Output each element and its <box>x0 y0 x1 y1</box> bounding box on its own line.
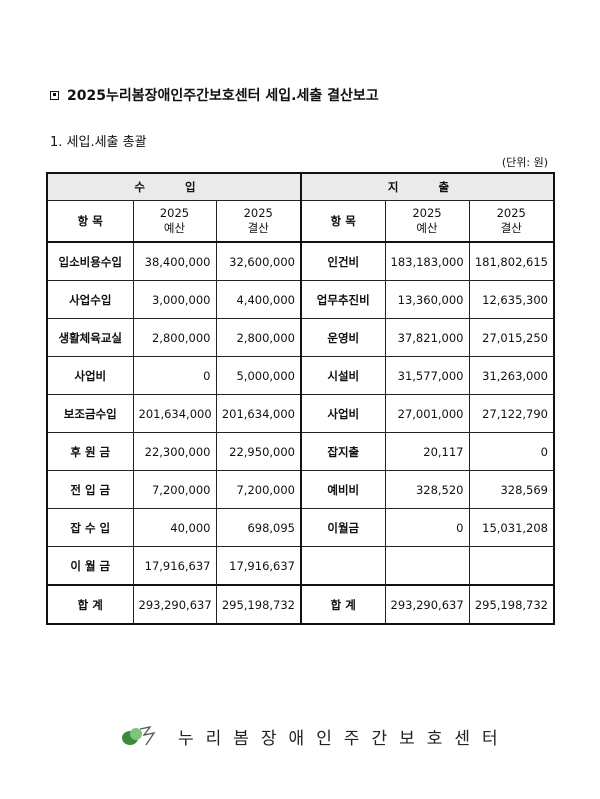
leaf-bird-logo-icon <box>122 726 156 746</box>
table-row: 보조금수입 201,634,000 201,634,000 사업비 27,001,000… <box>46 394 555 433</box>
income-budget: 38,400,000 <box>132 241 217 281</box>
total-income-settle: 295,198,732 <box>215 584 302 625</box>
income-budget: 2,800,000 <box>132 318 217 357</box>
expense-budget: 0 <box>384 508 470 547</box>
expense-settle: 0 <box>468 432 555 471</box>
income-header: 수 입 <box>46 172 302 201</box>
square-bullet-icon <box>50 90 59 100</box>
table-row: 잡 수 입 40,000 698,095 이월금 0 15,031,208 <box>46 508 555 547</box>
income-item: 이 월 금 <box>46 546 134 586</box>
income-budget: 201,634,000 <box>132 394 217 433</box>
expense-budget: 13,360,000 <box>384 280 470 319</box>
expense-item: 인건비 <box>300 241 386 281</box>
income-item: 후 원 금 <box>46 432 134 471</box>
expense-item: 예비비 <box>300 470 386 509</box>
document-title: 2025누리봄장애인주간보호센터 세입.세출 결산보고 <box>50 85 379 105</box>
income-settle: 5,000,000 <box>215 356 302 395</box>
income-settle: 201,634,000 <box>215 394 302 433</box>
expense-budget: 20,117 <box>384 432 470 471</box>
col-settle: 2025 결산 <box>468 200 555 243</box>
expense-header: 지 출 <box>300 172 555 201</box>
expense-item: 사업비 <box>300 394 386 433</box>
income-item: 전 입 금 <box>46 470 134 509</box>
expense-budget: 27,001,000 <box>384 394 470 433</box>
col-item: 항 목 <box>300 200 386 243</box>
income-budget: 3,000,000 <box>132 280 217 319</box>
total-expense-budget: 293,290,637 <box>384 584 470 625</box>
income-settle: 7,200,000 <box>215 470 302 509</box>
table-row: 생활체육교실 2,800,000 2,800,000 운영비 37,821,000 27,… <box>46 318 555 357</box>
expense-settle: 181,802,615 <box>468 241 555 281</box>
expense-settle: 27,015,250 <box>468 318 555 357</box>
col-settle: 2025 결산 <box>215 200 302 243</box>
table-row: 전 입 금 7,200,000 7,200,000 예비비 328,520 328,569 <box>46 470 555 509</box>
table-row: 사업수입 3,000,000 4,400,000 업무추진비 13,360,000 12,… <box>46 280 555 319</box>
expense-settle <box>468 546 555 586</box>
income-item: 보조금수입 <box>46 394 134 433</box>
unit-label: (단위: 원) <box>501 156 548 169</box>
expense-budget: 37,821,000 <box>384 318 470 357</box>
total-row: 합 계 293,290,637 295,198,732 합 계 293,290,… <box>46 584 555 625</box>
section-heading: 1. 세입.세출 총괄 <box>50 135 147 150</box>
expense-budget: 31,577,000 <box>384 356 470 395</box>
expense-settle: 31,263,000 <box>468 356 555 395</box>
total-label: 합 계 <box>46 584 134 625</box>
income-budget: 0 <box>132 356 217 395</box>
expense-settle: 15,031,208 <box>468 508 555 547</box>
expense-budget: 328,520 <box>384 470 470 509</box>
total-expense-settle: 295,198,732 <box>468 584 555 625</box>
expense-item: 잡지출 <box>300 432 386 471</box>
col-item: 항 목 <box>46 200 134 243</box>
income-budget: 22,300,000 <box>132 432 217 471</box>
total-income-budget: 293,290,637 <box>132 584 217 625</box>
expense-item: 시설비 <box>300 356 386 395</box>
income-item: 사업수입 <box>46 280 134 319</box>
expense-budget <box>384 546 470 586</box>
expense-item: 업무추진비 <box>300 280 386 319</box>
table-row: 이 월 금 17,916,637 17,916,637 <box>46 546 555 586</box>
title-text: 2025누리봄장애인주간보호센터 세입.세출 결산보고 <box>67 88 379 104</box>
table-row: 사업비 0 5,000,000 시설비 31,577,000 31,263,000 <box>46 356 555 395</box>
income-settle: 698,095 <box>215 508 302 547</box>
income-item: 생활체육교실 <box>46 318 134 357</box>
table-row: 입소비용수입 38,400,000 32,600,000 인건비 183,183,000… <box>46 241 555 281</box>
income-settle: 32,600,000 <box>215 241 302 281</box>
organization-name: 누리봄장애인주간보호센터 <box>178 728 510 749</box>
col-budget: 2025 예산 <box>132 200 217 243</box>
expense-settle: 328,569 <box>468 470 555 509</box>
income-item: 잡 수 입 <box>46 508 134 547</box>
income-settle: 22,950,000 <box>215 432 302 471</box>
income-item: 사업비 <box>46 356 134 395</box>
income-settle: 2,800,000 <box>215 318 302 357</box>
income-item: 입소비용수입 <box>46 241 134 281</box>
expense-item: 이월금 <box>300 508 386 547</box>
income-settle: 17,916,637 <box>215 546 302 586</box>
total-label: 합 계 <box>300 584 386 625</box>
income-settle: 4,400,000 <box>215 280 302 319</box>
income-budget: 40,000 <box>132 508 217 547</box>
income-budget: 17,916,637 <box>132 546 217 586</box>
col-budget: 2025 예산 <box>384 200 470 243</box>
expense-item: 운영비 <box>300 318 386 357</box>
expense-settle: 27,122,790 <box>468 394 555 433</box>
expense-budget: 183,183,000 <box>384 241 470 281</box>
expense-item <box>300 546 386 586</box>
settlement-table: 수 입 지 출 항 목 2025 예산 2025 결산 항 목 2025 예산 202… <box>46 172 555 625</box>
footer: 누리봄장애인주간보호센터 <box>120 723 510 749</box>
table-row: 후 원 금 22,300,000 22,950,000 잡지출 20,117 0 <box>46 432 555 471</box>
income-budget: 7,200,000 <box>132 470 217 509</box>
expense-settle: 12,635,300 <box>468 280 555 319</box>
